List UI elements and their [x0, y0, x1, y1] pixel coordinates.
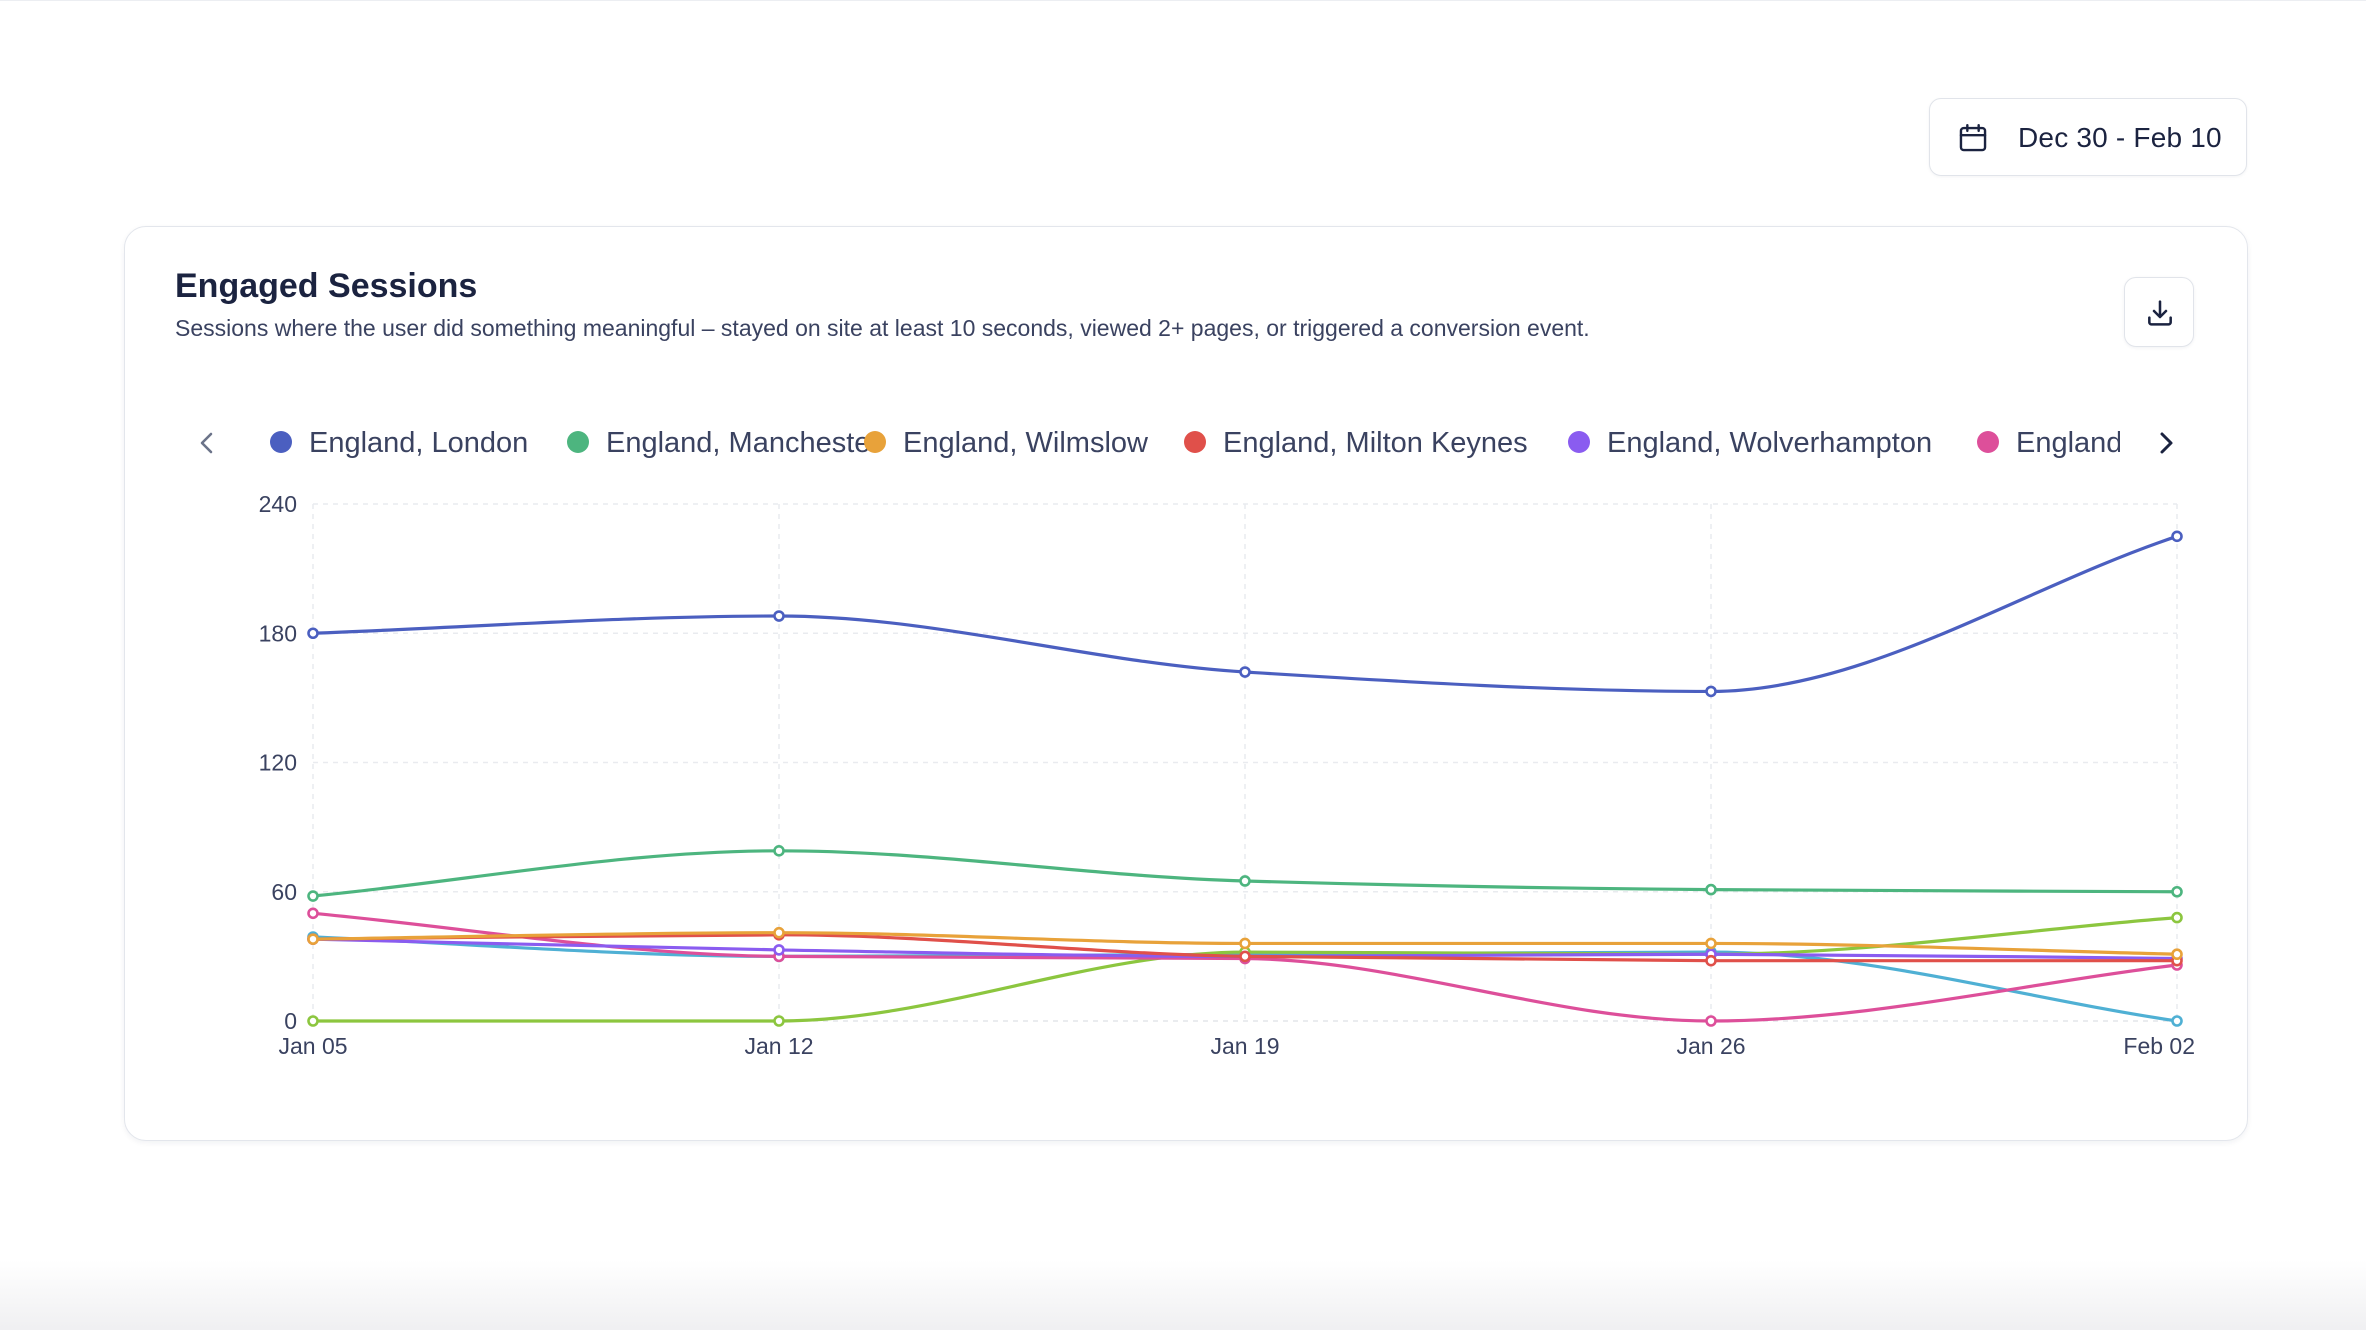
top-divider — [0, 0, 2366, 1]
legend-next-hitbox — [2148, 420, 2184, 466]
legend-swatch — [1184, 431, 1206, 453]
chevron-right-icon — [2160, 432, 2173, 454]
download-button[interactable] — [2124, 277, 2194, 347]
legend-label: England, Manchester — [606, 427, 880, 459]
legend-item[interactable]: England, Milton Keynes — [1184, 427, 1528, 459]
legend-item[interactable]: England, Wilmslow — [864, 427, 1149, 459]
legend-label: England, Milton Keynes — [1223, 427, 1528, 459]
chevron-left-icon — [200, 432, 213, 454]
legend-label: England, London — [309, 427, 528, 459]
legend-item[interactable]: England, Manchester — [567, 427, 880, 459]
calendar-icon — [1959, 124, 1987, 152]
legend-swatch — [864, 431, 886, 453]
legend-swatch — [270, 431, 292, 453]
legend-swatch — [567, 431, 589, 453]
date-range-picker[interactable]: Dec 30 - Feb 10 — [1929, 98, 2247, 176]
legend-item[interactable]: England — [1977, 427, 2122, 459]
card-title: Engaged Sessions — [175, 267, 478, 305]
download-icon — [2148, 300, 2172, 326]
engaged-sessions-card: Engaged Sessions Sessions where the user… — [124, 226, 2248, 1141]
legend-swatch — [1568, 431, 1590, 453]
legend-label: England, Wolverhampton — [1607, 427, 1932, 459]
legend-prev-button[interactable] — [188, 420, 224, 466]
date-range-label: Dec 30 - Feb 10 — [2018, 122, 2222, 153]
legend-swatch — [1977, 431, 1999, 453]
legend-item[interactable]: England, London — [270, 427, 528, 459]
legend-label: England, Wilmslow — [903, 427, 1149, 459]
legend-item[interactable]: England, Wolverhampton — [1568, 427, 1932, 459]
bottom-fade — [0, 1260, 2366, 1330]
legend-prev-hitbox — [188, 420, 224, 466]
legend-label: England — [2016, 427, 2122, 459]
card-subtitle: Sessions where the user did something me… — [175, 315, 1590, 341]
legend-next-button[interactable] — [2148, 420, 2184, 466]
